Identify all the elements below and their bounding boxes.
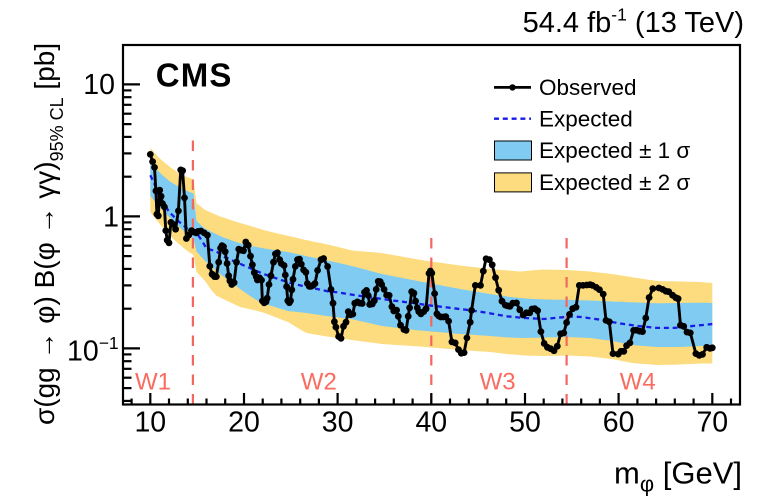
svg-text:W1: W1 bbox=[135, 369, 171, 396]
svg-text:10: 10 bbox=[134, 407, 166, 439]
svg-text:10: 10 bbox=[83, 69, 115, 101]
svg-text:CMS: CMS bbox=[156, 57, 233, 94]
svg-text:Observed: Observed bbox=[539, 75, 637, 100]
svg-text:W4: W4 bbox=[620, 369, 656, 396]
svg-text:Expected: Expected bbox=[539, 107, 633, 132]
svg-text:W3: W3 bbox=[480, 369, 516, 396]
svg-text:Expected ± 2 σ: Expected ± 2 σ bbox=[539, 170, 690, 195]
svg-text:40: 40 bbox=[415, 407, 447, 439]
svg-text:1: 1 bbox=[103, 202, 119, 234]
svg-text:54.4 fb-1 (13 TeV): 54.4 fb-1 (13 TeV) bbox=[523, 4, 744, 39]
svg-text:70: 70 bbox=[696, 407, 728, 439]
svg-text:W2: W2 bbox=[301, 369, 337, 396]
svg-text:10−1: 10−1 bbox=[67, 333, 119, 368]
svg-text:60: 60 bbox=[603, 407, 635, 439]
svg-text:20: 20 bbox=[228, 407, 260, 439]
svg-text:50: 50 bbox=[509, 407, 541, 439]
svg-text:Expected ± 1 σ: Expected ± 1 σ bbox=[539, 138, 690, 163]
svg-text:mφ [GeV]: mφ [GeV] bbox=[614, 455, 742, 496]
svg-text:30: 30 bbox=[322, 407, 354, 439]
